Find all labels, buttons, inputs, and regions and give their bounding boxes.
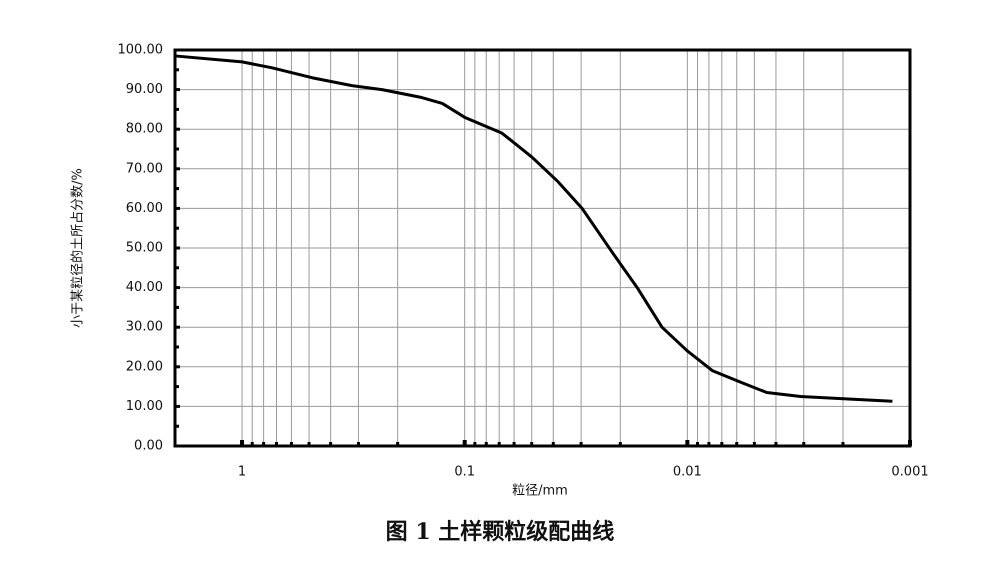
x-tick-label: 0.001 <box>891 465 928 480</box>
x-tick-label: 1 <box>238 465 246 480</box>
y-tick-label: 70.00 <box>126 161 163 176</box>
y-tick-label: 30.00 <box>126 320 163 335</box>
line <box>174 54 893 403</box>
y-tick-label: 80.00 <box>126 122 163 137</box>
y-tick-label: 40.00 <box>126 280 163 295</box>
y-tick-label: 20.00 <box>126 359 163 374</box>
y-axis-label: 小于某粒径的土所占分数/% <box>70 168 86 328</box>
y-tick-label: 10.00 <box>126 399 163 414</box>
x-tick-label: 0.1 <box>454 465 475 480</box>
y-tick-label: 0.00 <box>134 439 163 454</box>
caption: 图 1 土样颗粒级配曲线 <box>386 519 615 545</box>
y-tick-label: 90.00 <box>126 82 163 97</box>
x-tick-label: 0.01 <box>673 465 702 480</box>
plot-frame <box>173 48 912 448</box>
y-tick-label: 100.00 <box>118 43 164 58</box>
y-tick-label: 50.00 <box>126 241 163 256</box>
x-axis-label: 粒径/mm <box>512 484 568 499</box>
y-tick-label: 60.00 <box>126 201 163 216</box>
